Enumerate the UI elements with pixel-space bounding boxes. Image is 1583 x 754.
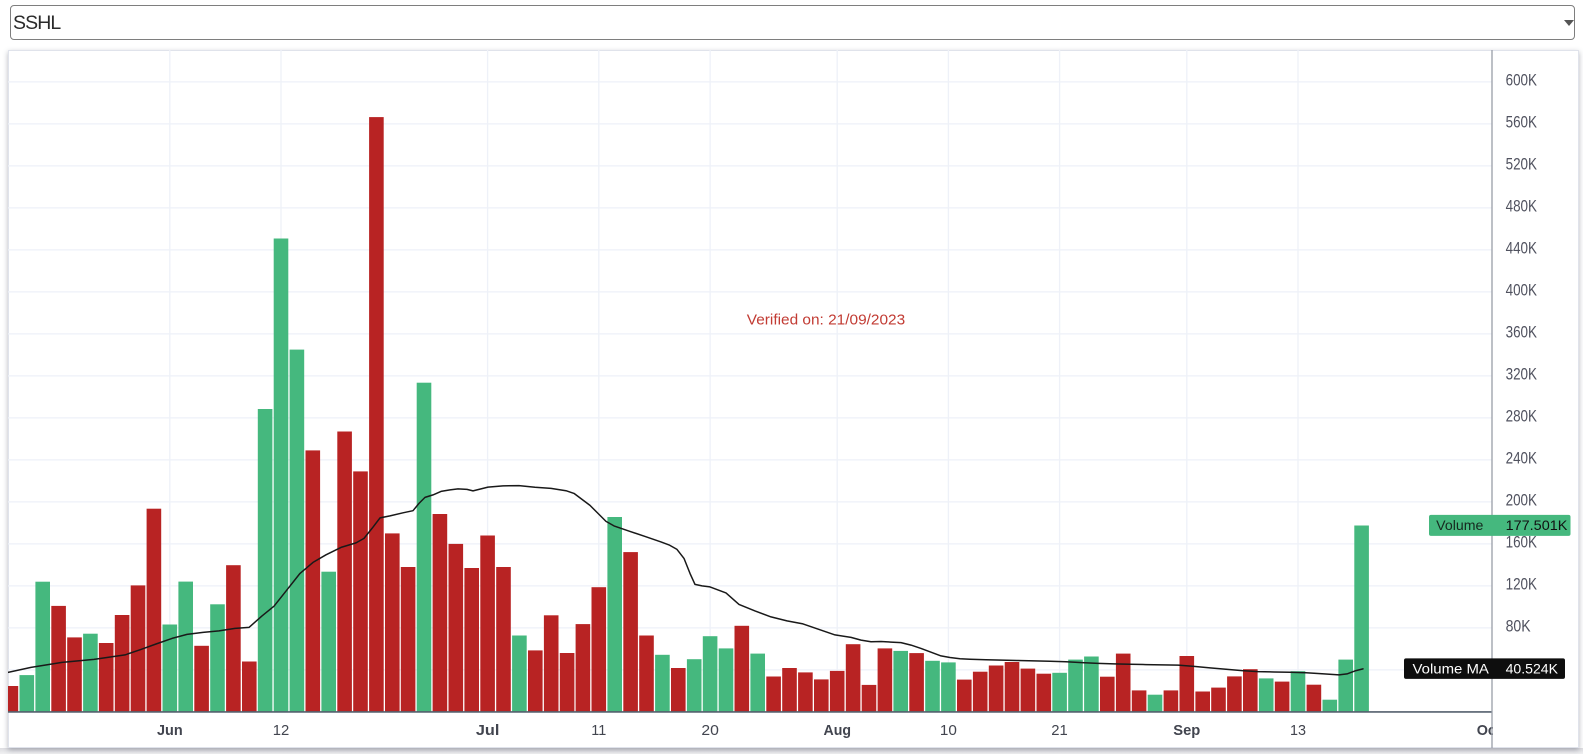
svg-text:21: 21 bbox=[1051, 722, 1068, 739]
svg-text:Verified on: 21/09/2023: Verified on: 21/09/2023 bbox=[747, 311, 905, 328]
svg-text:177.501K: 177.501K bbox=[1506, 518, 1569, 533]
svg-text:Aug: Aug bbox=[824, 722, 852, 739]
svg-text:40.524K: 40.524K bbox=[1506, 661, 1559, 676]
svg-text:Sep: Sep bbox=[1173, 722, 1200, 739]
svg-text:200K: 200K bbox=[1506, 490, 1537, 509]
svg-text:280K: 280K bbox=[1506, 406, 1537, 425]
svg-text:360K: 360K bbox=[1506, 322, 1537, 341]
svg-text:80K: 80K bbox=[1506, 616, 1531, 635]
svg-text:520K: 520K bbox=[1506, 154, 1537, 173]
svg-text:11: 11 bbox=[591, 722, 606, 739]
svg-text:20: 20 bbox=[701, 722, 719, 739]
svg-text:120K: 120K bbox=[1506, 574, 1537, 593]
svg-text:240K: 240K bbox=[1506, 448, 1537, 467]
svg-text:160K: 160K bbox=[1506, 532, 1537, 551]
svg-text:400K: 400K bbox=[1506, 280, 1537, 299]
svg-text:560K: 560K bbox=[1506, 112, 1537, 131]
svg-text:12: 12 bbox=[273, 722, 290, 739]
svg-text:Volume MA: Volume MA bbox=[1413, 661, 1490, 676]
svg-text:Jul: Jul bbox=[476, 722, 500, 739]
svg-text:440K: 440K bbox=[1506, 238, 1537, 257]
svg-text:10: 10 bbox=[940, 722, 957, 739]
svg-text:320K: 320K bbox=[1506, 364, 1537, 383]
svg-text:Volume: Volume bbox=[1436, 518, 1484, 533]
svg-text:Oct: Oct bbox=[1477, 722, 1501, 739]
svg-text:600K: 600K bbox=[1506, 70, 1537, 89]
svg-text:13: 13 bbox=[1290, 722, 1306, 739]
svg-text:480K: 480K bbox=[1506, 196, 1537, 215]
svg-text:Jun: Jun bbox=[157, 722, 183, 739]
